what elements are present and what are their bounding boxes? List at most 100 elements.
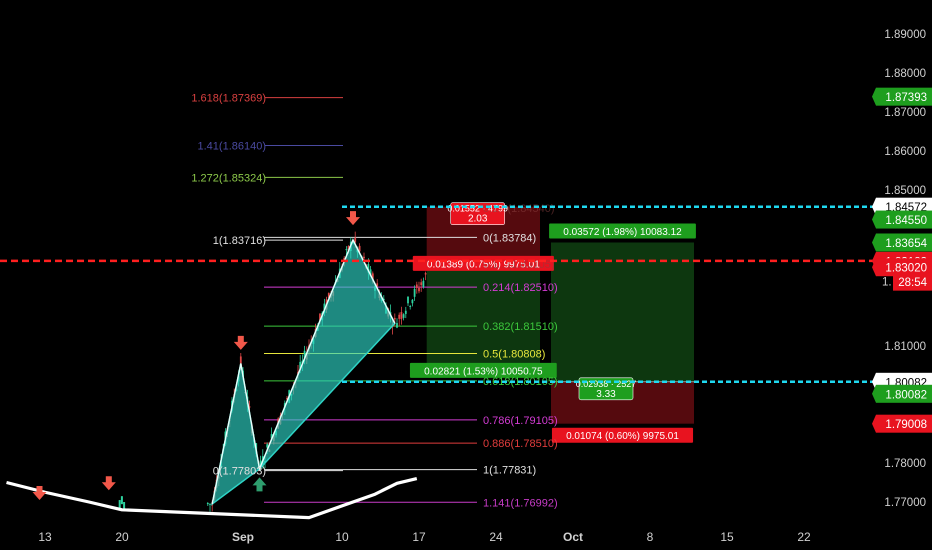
position-short-target-label: 0.02821 (1.53%) 10050.75: [424, 366, 543, 377]
candle-body: [420, 282, 423, 286]
fib-right-label-7: 1(1.77831): [483, 465, 536, 477]
candle-body: [239, 356, 242, 367]
harmonic-outline: [211, 238, 396, 505]
candle-body: [118, 500, 121, 509]
position-long-center-bottom: 3.33: [596, 389, 616, 400]
candle-body: [424, 273, 427, 275]
y-axis: 1.89000 1.88000 1.87000 1.86000 1.85000 1.810…: [872, 29, 932, 509]
candle-body: [404, 310, 407, 314]
price-badge-label: 1.87393: [885, 92, 927, 104]
candle-body: [398, 314, 401, 319]
y-tick-label-partial: 1.: [882, 277, 892, 289]
fractal-down-arrow-icon: [32, 486, 47, 501]
price-badge-pointer: [872, 384, 876, 403]
fib-right-label-0: 0(1.83784): [483, 232, 536, 244]
position-short-stop-label: 0.01389 (0.75%) 9975.01: [427, 259, 540, 270]
price-badge-bg: [893, 272, 932, 291]
candle-body: [209, 503, 211, 505]
price-badge-3: 1.83654: [872, 233, 932, 252]
position-short-profit-zone: [426, 260, 540, 371]
price-badge-label: 1.79008: [885, 419, 927, 431]
price-badge-bg: [876, 87, 932, 106]
candle-body: [418, 287, 420, 292]
candle-body: [367, 264, 370, 273]
fib-right-label-6: 0.886(1.78510): [483, 438, 558, 450]
position-long-center-bg: [578, 377, 634, 401]
harmonic-pattern: [211, 238, 396, 506]
x-tick-label: 10: [335, 530, 349, 544]
price-badge-bg: [876, 384, 932, 403]
candle-body: [393, 317, 396, 320]
candle-body: [123, 502, 126, 510]
price-badge-pointer: [872, 210, 876, 229]
price-badge-6: 28:54: [893, 272, 932, 291]
y-tick-label: 1.78000: [884, 458, 926, 470]
candle-body: [303, 350, 306, 358]
price-badge-pointer: [872, 233, 876, 252]
y-tick-label: 1.87000: [884, 107, 926, 119]
fib-right-label-5: 0.786(1.79105): [483, 415, 558, 427]
fib-right-label-2: 0.382(1.81510): [483, 321, 558, 333]
candle-body: [120, 496, 123, 505]
x-tick-label: 15: [720, 530, 734, 544]
fractal-down-arrow-icon: [101, 476, 116, 491]
fractal-down-arrow-icon: [346, 211, 360, 226]
candle-body: [396, 323, 398, 328]
position-short-target-label-box: 0.02821 (1.53%) 10050.75: [409, 362, 557, 378]
x-tick-label: 20: [115, 530, 129, 544]
position-long-target-label: 0.03572 (1.98%) 10083.12: [563, 227, 682, 238]
harmonic-triangle-bcd: [258, 238, 396, 470]
price-badge-bg: [876, 258, 932, 277]
price-badge-8: 1.80082: [872, 384, 932, 403]
fib-right-label-3: 0.5(1.80808): [483, 348, 545, 360]
price-badge-pointer: [872, 197, 876, 216]
candle-body: [206, 503, 209, 505]
candle-body: [259, 460, 262, 467]
y-tick-label: 1.77000: [884, 497, 926, 509]
candle-body: [409, 306, 412, 308]
y-tick-label: 1.89000: [884, 29, 926, 41]
candle-body: [415, 284, 418, 288]
fib-right-label-1: 0.214(1.82510): [483, 282, 558, 294]
candle-body: [407, 296, 409, 304]
fib-left-label-3: 1(1.83716): [213, 235, 266, 247]
price-badge-pointer: [872, 258, 876, 277]
x-tick-label: 22: [797, 530, 811, 544]
position-long-center-top: 0.02938 · 2527: [576, 379, 637, 389]
price-badge-pointer: [872, 372, 876, 391]
fractal-up-arrow-icon: [252, 477, 267, 492]
candle-body: [422, 280, 425, 287]
fib-left-label-2: 1.272(1.85324): [191, 172, 266, 184]
x-tick-label: 24: [489, 530, 503, 544]
plot-area: [6, 97, 694, 520]
position-long-stop-label: 0.01074 (0.60%) 9975.01: [566, 431, 679, 442]
x-tick-label: Sep: [232, 530, 254, 544]
price-badge-label: 1.83020: [885, 263, 927, 275]
price-badge-0: 1.87393: [872, 87, 932, 106]
candle-body: [382, 298, 385, 301]
candle-body: [270, 434, 273, 439]
candle-body: [327, 293, 330, 299]
x-tick-label: 13: [38, 530, 52, 544]
candle-body: [248, 406, 251, 408]
price-badge-2: 1.84550: [872, 210, 932, 229]
y-tick-label: 1.85000: [884, 185, 926, 197]
position-short-center-bottom: 2.03: [468, 214, 488, 225]
candle-body: [369, 269, 372, 276]
y-tick-label: 1.81000: [884, 341, 926, 353]
price-badge-bg: [876, 210, 932, 229]
x-tick-label: Oct: [563, 530, 583, 544]
position-long-stop-label-bg: [551, 427, 694, 443]
price-badge-pointer: [872, 87, 876, 106]
candle-body: [400, 312, 403, 320]
candle-body: [299, 361, 302, 370]
x-tick-label: 17: [412, 530, 426, 544]
y-tick-label: 1.86000: [884, 146, 926, 158]
price-badge-label: 1.80082: [885, 389, 927, 401]
candle-body: [413, 288, 416, 297]
price-badge-9: 1.79008: [872, 414, 932, 433]
candle-body: [354, 237, 357, 243]
